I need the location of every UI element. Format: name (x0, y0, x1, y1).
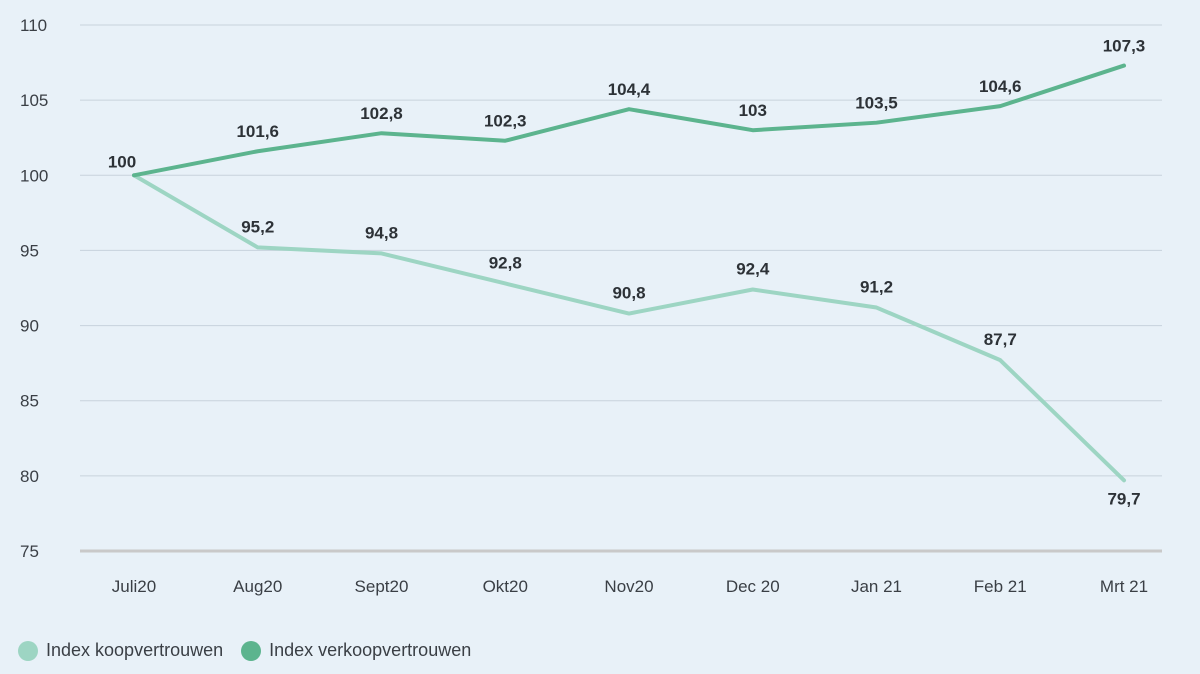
y-tick-label: 105 (20, 91, 48, 110)
y-tick-label: 75 (20, 542, 39, 561)
legend-item-koopvertrouwen: Index koopvertrouwen (18, 640, 223, 661)
data-label: 87,7 (984, 330, 1017, 349)
y-tick-label: 85 (20, 392, 39, 411)
data-label: 103,5 (855, 94, 898, 113)
data-label: 92,4 (736, 260, 770, 279)
data-label: 92,8 (489, 253, 522, 272)
data-label: 103 (739, 101, 767, 120)
x-axis-ticks: Juli20 Aug20 Sept20 Okt20 Nov20 Dec 20 Jan 21 F… (112, 577, 1148, 596)
x-tick-label: Jan 21 (851, 577, 902, 596)
legend-label-koopvertrouwen: Index koopvertrouwen (46, 640, 224, 660)
data-label: 101,6 (236, 122, 279, 141)
x-tick-label: Nov20 (604, 577, 653, 596)
y-tick-label: 90 (20, 317, 39, 336)
data-label: 91,2 (860, 278, 893, 297)
data-labels: 95,2 94,8 92,8 90,8 92,4 91,2 87,7 79,7 100 101,6… (108, 37, 1145, 509)
data-label: 104,6 (979, 77, 1022, 96)
x-tick-label: Feb 21 (974, 577, 1027, 596)
x-tick-label: Juli20 (112, 577, 156, 596)
data-label: 104,4 (608, 80, 651, 99)
y-axis-ticks: 75 80 85 90 95 100 105 110 (20, 16, 48, 561)
data-label: 94,8 (365, 223, 398, 242)
legend: Index koopvertrouwen Index verkoopvertro… (18, 640, 471, 661)
x-tick-label: Okt20 (483, 577, 528, 596)
series-lines (132, 63, 1126, 483)
data-label: 79,7 (1107, 489, 1140, 508)
x-tick-label: Aug20 (233, 577, 282, 596)
legend-label-verkoopvertrouwen: Index verkoopvertrouwen (269, 640, 472, 660)
data-label: 100 (108, 152, 136, 171)
series-line-1 (132, 63, 1126, 178)
y-tick-label: 80 (20, 467, 39, 486)
legend-swatch-koopvertrouwen (18, 640, 38, 661)
y-tick-label: 95 (20, 241, 39, 260)
series-line-0 (132, 173, 1126, 483)
data-label: 107,3 (1103, 37, 1146, 56)
y-tick-label: 110 (20, 16, 47, 35)
data-label: 102,3 (484, 112, 527, 131)
gridlines (80, 24, 1162, 553)
data-label: 90,8 (612, 284, 645, 303)
x-tick-label: Sept20 (355, 577, 409, 596)
data-label: 95,2 (241, 217, 274, 236)
y-tick-label: 100 (20, 166, 48, 185)
x-tick-label: Dec 20 (726, 577, 780, 596)
legend-item-verkoopvertrouwen: Index verkoopvertrouwen (241, 640, 471, 661)
x-tick-label: Mrt 21 (1100, 577, 1148, 596)
data-label: 102,8 (360, 104, 403, 123)
legend-swatch-verkoopvertrouwen (241, 640, 262, 661)
